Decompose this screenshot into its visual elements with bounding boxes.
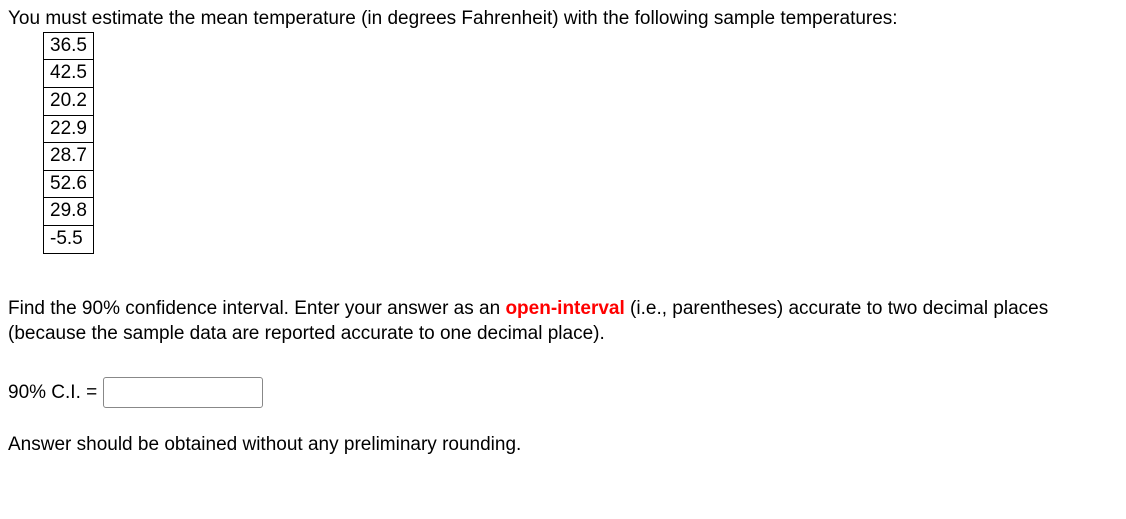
table-cell: 42.5 bbox=[44, 60, 94, 88]
question-page: You must estimate the mean temperature (… bbox=[0, 0, 1126, 466]
table-cell: 52.6 bbox=[44, 170, 94, 198]
answer-input[interactable] bbox=[103, 377, 263, 408]
table-row: -5.5 bbox=[44, 226, 94, 254]
table-cell: 29.8 bbox=[44, 198, 94, 226]
sample-data-table: 36.542.520.222.928.752.629.8-5.5 bbox=[43, 32, 94, 254]
table-row: 52.6 bbox=[44, 170, 94, 198]
table-row: 22.9 bbox=[44, 115, 94, 143]
answer-label: 90% C.I. = bbox=[8, 382, 97, 404]
table-cell: 22.9 bbox=[44, 115, 94, 143]
table-cell: 28.7 bbox=[44, 143, 94, 171]
para-before: Find the 90% confidence interval. Enter … bbox=[8, 298, 505, 319]
table-row: 28.7 bbox=[44, 143, 94, 171]
sample-data-body: 36.542.520.222.928.752.629.8-5.5 bbox=[44, 32, 94, 253]
table-row: 36.5 bbox=[44, 32, 94, 60]
table-row: 20.2 bbox=[44, 87, 94, 115]
intro-text: You must estimate the mean temperature (… bbox=[8, 6, 1118, 32]
table-cell: -5.5 bbox=[44, 226, 94, 254]
final-note: Answer should be obtained without any pr… bbox=[8, 432, 1118, 458]
table-row: 29.8 bbox=[44, 198, 94, 226]
answer-row: 90% C.I. = bbox=[8, 377, 1118, 408]
instruction-paragraph: Find the 90% confidence interval. Enter … bbox=[8, 296, 1118, 347]
table-cell: 36.5 bbox=[44, 32, 94, 60]
table-row: 42.5 bbox=[44, 60, 94, 88]
accent-term: open-interval bbox=[505, 298, 624, 319]
table-cell: 20.2 bbox=[44, 87, 94, 115]
